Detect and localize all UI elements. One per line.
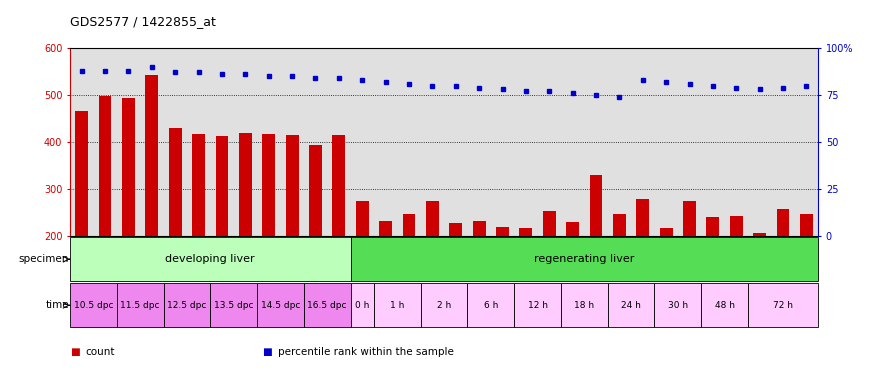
Bar	[356, 201, 368, 236]
Bar	[215, 136, 228, 236]
Text: GDS2577 / 1422855_at: GDS2577 / 1422855_at	[70, 15, 216, 28]
Text: 30 h: 30 h	[668, 301, 688, 310]
Bar	[99, 96, 111, 236]
Bar	[566, 222, 579, 236]
Text: 6 h: 6 h	[484, 301, 498, 310]
Bar	[426, 201, 438, 236]
Bar	[75, 111, 88, 236]
Text: regenerating liver: regenerating liver	[534, 254, 634, 264]
Text: 12.5 dpc: 12.5 dpc	[167, 301, 206, 310]
Bar	[467, 283, 514, 328]
Bar	[164, 283, 210, 328]
Bar	[683, 201, 696, 236]
Bar	[421, 283, 467, 328]
Bar	[748, 283, 818, 328]
Bar	[285, 134, 298, 236]
Bar	[613, 214, 626, 236]
Bar	[262, 134, 275, 236]
Text: time: time	[46, 300, 69, 310]
Bar	[239, 133, 252, 236]
Bar	[520, 228, 532, 236]
Bar	[660, 228, 673, 236]
Text: 0 h: 0 h	[355, 301, 369, 310]
Bar	[351, 283, 374, 328]
Bar	[496, 227, 509, 236]
Bar	[70, 237, 351, 281]
Text: ■: ■	[70, 347, 80, 357]
Text: 14.5 dpc: 14.5 dpc	[261, 301, 300, 310]
Text: 18 h: 18 h	[574, 301, 594, 310]
Bar	[402, 214, 416, 236]
Bar	[561, 283, 608, 328]
Bar	[210, 283, 257, 328]
Bar	[706, 217, 719, 236]
Text: 13.5 dpc: 13.5 dpc	[214, 301, 254, 310]
Bar	[257, 283, 304, 328]
Text: ■: ■	[262, 347, 272, 357]
Bar	[309, 146, 322, 236]
Bar	[473, 221, 486, 236]
Bar	[450, 223, 462, 236]
Text: 12 h: 12 h	[528, 301, 548, 310]
Bar	[304, 283, 351, 328]
Bar	[636, 199, 649, 236]
Bar	[145, 75, 158, 236]
Bar	[800, 214, 813, 236]
Bar	[351, 237, 818, 281]
Bar	[542, 211, 556, 236]
Text: 48 h: 48 h	[715, 301, 735, 310]
Bar	[701, 283, 748, 328]
Text: 72 h: 72 h	[773, 301, 793, 310]
Bar	[730, 217, 743, 236]
Bar	[514, 283, 561, 328]
Bar	[122, 98, 135, 236]
Bar	[654, 283, 701, 328]
Bar	[590, 175, 603, 236]
Bar	[169, 128, 182, 236]
Text: developing liver: developing liver	[165, 254, 256, 264]
Text: 24 h: 24 h	[621, 301, 641, 310]
Text: 11.5 dpc: 11.5 dpc	[121, 301, 160, 310]
Text: percentile rank within the sample: percentile rank within the sample	[278, 347, 454, 357]
Bar	[332, 135, 346, 236]
Text: 2 h: 2 h	[437, 301, 452, 310]
Text: 16.5 dpc: 16.5 dpc	[307, 301, 347, 310]
Bar	[192, 134, 205, 236]
Text: 1 h: 1 h	[390, 301, 404, 310]
Bar	[753, 233, 766, 236]
Bar	[70, 283, 116, 328]
Bar	[374, 283, 421, 328]
Text: 10.5 dpc: 10.5 dpc	[74, 301, 113, 310]
Bar	[777, 209, 789, 236]
Bar	[379, 221, 392, 236]
Text: specimen: specimen	[18, 254, 69, 264]
Bar	[116, 283, 164, 328]
Bar	[608, 283, 654, 328]
Text: count: count	[86, 347, 116, 357]
